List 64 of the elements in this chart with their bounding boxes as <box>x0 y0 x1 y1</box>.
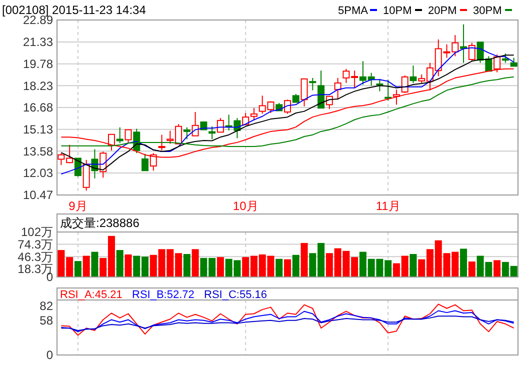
y-tick-label: 10.47 <box>22 188 54 202</box>
series-label: RSI_C:55.16 <box>204 288 267 301</box>
y-tick-label: 46.3万 <box>18 250 53 264</box>
x-tick-label: 10月 <box>232 199 258 213</box>
chart-title: 成交量:238886 <box>60 216 140 230</box>
legend-label: 20PM <box>428 5 457 17</box>
candlestick <box>183 126 190 140</box>
bar <box>91 252 98 278</box>
series-label: RSI_B:52.72 <box>132 288 194 301</box>
series-label: RSI_A:45.21 <box>60 288 122 301</box>
y-tick-label: 74.3万 <box>18 237 53 252</box>
y-tick-label: 0 <box>46 348 54 362</box>
bar <box>410 254 417 278</box>
candlestick <box>158 134 166 151</box>
bar <box>494 260 501 278</box>
bar <box>276 258 283 278</box>
candlestick <box>309 77 316 91</box>
line-series <box>60 310 514 332</box>
bar <box>216 257 224 278</box>
y-tick-label: 15.13 <box>22 122 54 137</box>
candlestick <box>376 78 384 92</box>
y-tick-label: 82 <box>40 299 54 314</box>
legend-label: 30PM <box>473 5 502 17</box>
x-tick-label: 9月 <box>68 199 88 213</box>
y-tick-label: 16.68 <box>22 100 54 115</box>
chart-title: [002108] 2015-11-23 14:34 <box>2 3 146 17</box>
bar <box>292 254 300 278</box>
candlestick <box>208 126 216 140</box>
y-tick-label: 19.78 <box>22 57 54 72</box>
bar <box>468 262 476 278</box>
candlestick <box>142 153 149 172</box>
candlestick <box>216 118 224 133</box>
legend-label: 10PM <box>383 5 412 17</box>
candlestick <box>410 65 417 84</box>
line-series <box>60 304 514 336</box>
bar <box>82 256 90 278</box>
bar <box>124 254 132 278</box>
bar <box>74 261 82 278</box>
legend-label: 5PMA <box>338 5 369 17</box>
x-tick-label: 11月 <box>376 199 400 213</box>
bar <box>116 250 124 278</box>
bar <box>300 242 308 278</box>
y-tick-label: 21.33 <box>22 35 54 50</box>
candlestick <box>116 126 124 144</box>
bar <box>183 254 190 278</box>
bar <box>192 249 199 278</box>
candlestick <box>392 89 400 106</box>
candlestick <box>468 42 476 62</box>
y-tick-label: 13.58 <box>22 144 54 158</box>
candlestick <box>334 77 342 100</box>
y-tick-label: 12.03 <box>22 166 54 180</box>
candlestick <box>318 70 325 109</box>
bar <box>284 259 291 278</box>
y-tick-label: 102万 <box>20 225 53 240</box>
candlestick <box>401 75 408 94</box>
candlestick <box>192 112 199 136</box>
candlestick <box>284 99 291 114</box>
candlestick <box>82 159 90 192</box>
bar <box>460 248 468 278</box>
candlestick <box>300 78 308 107</box>
line-series <box>60 316 514 331</box>
y-tick-label: 18.23 <box>22 78 54 93</box>
y-tick-label: 58 <box>40 314 54 328</box>
candlestick <box>124 129 132 144</box>
